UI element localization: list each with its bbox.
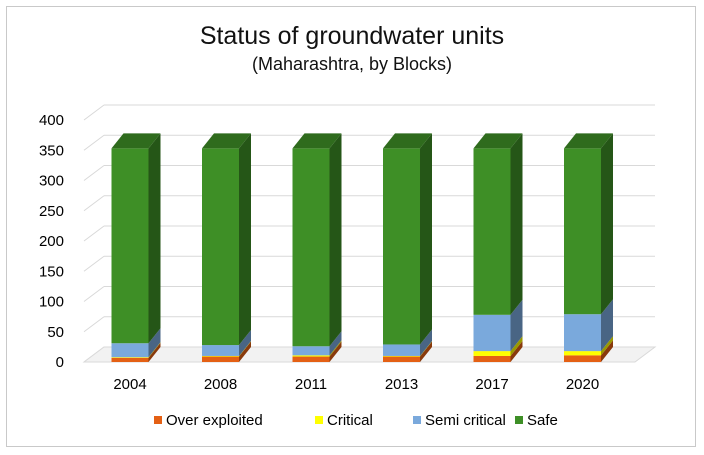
gridline-side	[83, 286, 105, 302]
bar-side-critical	[601, 336, 613, 356]
bar-segment-safe	[202, 148, 239, 346]
bar-side-over-exploited	[239, 341, 251, 362]
bar-segment-safe	[383, 148, 420, 345]
legend-label: Over exploited	[166, 412, 263, 429]
bar-top-safe	[564, 133, 613, 149]
bar-segment-safe	[292, 148, 330, 347]
y-tick-label: 200	[39, 233, 64, 250]
bar-side-semi-critical	[239, 330, 251, 356]
gridline-side	[83, 134, 105, 151]
bar-top-safe	[473, 133, 523, 149]
bar-side-semi-critical	[148, 328, 161, 358]
bar-segment-safe	[564, 148, 601, 315]
bar-segment-over-exploited	[564, 355, 601, 362]
legend-label: Safe	[527, 412, 558, 429]
bar-side-over-exploited	[329, 341, 342, 362]
bar-side-critical	[510, 336, 523, 356]
bar-segment-safe	[111, 148, 149, 344]
y-tick-label: 50	[47, 324, 64, 341]
bar-side-safe	[329, 133, 342, 347]
bar-side-safe	[510, 133, 523, 315]
bar-segment-critical	[111, 357, 149, 358]
bar-segment-over-exploited	[473, 355, 511, 362]
bar-side-over-exploited	[601, 340, 613, 362]
bar-segment-semi-critical	[383, 344, 420, 356]
bar-segment-critical	[202, 355, 239, 357]
gridline-side	[83, 255, 105, 272]
bar-top-safe	[111, 133, 161, 149]
bar-side-critical	[239, 340, 251, 357]
y-tick-label: 0	[56, 354, 64, 371]
x-tick-label: 2017	[475, 376, 508, 393]
legend-swatch	[315, 416, 323, 424]
y-tick-label: 300	[39, 173, 64, 190]
bar-segment-over-exploited	[111, 357, 149, 362]
bar-segment-semi-critical	[202, 345, 239, 356]
bar-segment-critical	[564, 351, 601, 356]
legend-label: Critical	[327, 412, 373, 429]
legend-swatch	[515, 416, 523, 424]
bar-segment-over-exploited	[292, 356, 330, 362]
bar-side-critical	[420, 340, 432, 357]
bar-segment-critical	[292, 355, 330, 357]
bar-segment-semi-critical	[111, 343, 149, 358]
gridline-side	[83, 316, 105, 333]
x-tick-label: 2004	[113, 376, 146, 393]
bar-segment-over-exploited	[202, 356, 239, 362]
y-tick-label: 350	[39, 142, 64, 159]
bar-side-semi-critical	[329, 331, 342, 356]
gridline-side	[83, 165, 105, 181]
bar-segment-safe	[473, 148, 511, 315]
bar-segment-critical	[383, 355, 420, 357]
bar-side-semi-critical	[420, 329, 432, 356]
bar-side-critical	[329, 340, 342, 357]
bar-side-safe	[420, 133, 432, 345]
x-tick-label: 2011	[295, 376, 327, 393]
bar-side-over-exploited	[148, 342, 161, 362]
bar-side-over-exploited	[510, 340, 523, 362]
x-tick-label: 2020	[566, 376, 599, 393]
bar-side-safe	[239, 133, 251, 346]
bar-side-over-exploited	[420, 341, 432, 362]
bar-segment-over-exploited	[383, 356, 420, 362]
bar-top-safe	[202, 133, 251, 149]
bar-side-semi-critical	[601, 299, 613, 352]
bar-side-semi-critical	[510, 299, 523, 352]
chart-title: Status of groundwater units	[199, 22, 505, 50]
legend-swatch	[154, 416, 162, 424]
legend-swatch	[413, 416, 421, 424]
y-tick-label: 250	[39, 203, 64, 220]
gridline-side	[83, 104, 105, 121]
bar-segment-critical	[473, 351, 511, 356]
y-tick-label: 150	[39, 263, 64, 280]
bar-segment-semi-critical	[564, 314, 601, 352]
bar-side-critical	[148, 342, 161, 358]
y-tick-label: 100	[39, 294, 64, 311]
bar-segment-semi-critical	[473, 314, 511, 352]
legend-label: Semi critical	[425, 412, 506, 429]
gridline-side	[83, 225, 105, 242]
bar-top-safe	[292, 133, 342, 149]
chart-subtitle: (Maharashtra, by Blocks)	[251, 54, 453, 74]
bar-side-safe	[601, 133, 613, 315]
bar-segment-semi-critical	[292, 346, 330, 356]
y-tick-label: 400	[39, 112, 64, 129]
x-tick-label: 2008	[204, 376, 237, 393]
bar-top-safe	[383, 133, 432, 149]
bar-side-safe	[148, 133, 161, 344]
gridline-side	[83, 195, 105, 212]
x-tick-label: 2013	[385, 376, 418, 393]
